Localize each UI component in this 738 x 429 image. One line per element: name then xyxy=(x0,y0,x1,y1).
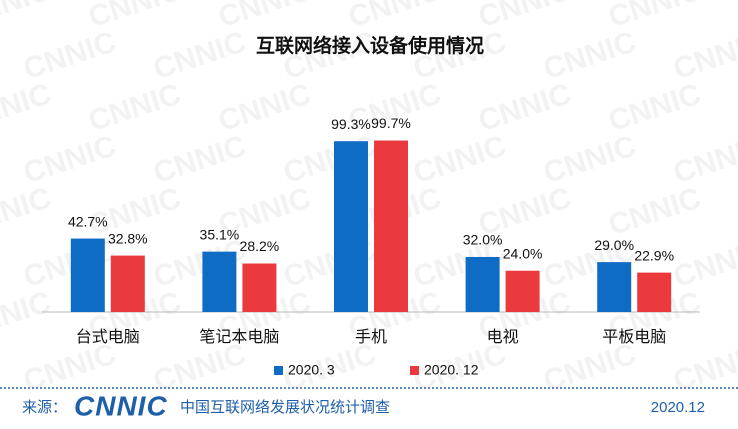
watermark: CNNIC xyxy=(734,285,738,346)
value-label: 24.0% xyxy=(503,245,543,261)
watermark: CNNIC xyxy=(19,337,120,398)
bar xyxy=(465,256,500,312)
bar xyxy=(242,263,277,312)
watermark: CNNIC xyxy=(539,25,640,86)
x-tick-label: 平板电脑 xyxy=(602,328,666,346)
value-label: 29.0% xyxy=(594,237,634,253)
watermark: CNNIC xyxy=(149,25,250,86)
watermark: CNNIC xyxy=(214,77,315,138)
value-label: 32.8% xyxy=(108,230,148,246)
watermark: CNNIC xyxy=(734,0,738,34)
watermark: CNNIC xyxy=(474,77,575,138)
watermark: CNNIC xyxy=(669,129,738,190)
watermark: CNNIC xyxy=(734,181,738,242)
watermark: CNNIC xyxy=(539,337,640,398)
watermark: CNNIC xyxy=(409,129,510,190)
bar xyxy=(637,272,672,312)
watermark: CNNIC xyxy=(0,77,55,138)
chart-title: 互联网络接入设备使用情况 xyxy=(256,34,484,57)
watermark: CNNIC xyxy=(669,233,738,294)
watermark: CNNIC xyxy=(84,77,185,138)
watermark: CNNIC xyxy=(19,129,120,190)
value-label: 28.2% xyxy=(240,238,280,254)
x-tick-label: 笔记本电脑 xyxy=(199,328,279,346)
legend-label: 2020. 3 xyxy=(288,362,335,378)
bar xyxy=(597,262,632,312)
legend-swatch xyxy=(410,366,419,375)
watermark: CNNIC xyxy=(149,337,250,398)
bar xyxy=(334,141,368,312)
watermark: CNNIC xyxy=(0,285,55,346)
bar xyxy=(110,255,145,312)
bar xyxy=(70,238,105,312)
x-tick-label: 电视 xyxy=(487,328,519,346)
x-tick-label: 手机 xyxy=(355,328,387,346)
watermark: CNNIC xyxy=(149,129,250,190)
legend-label: 2020. 12 xyxy=(424,362,479,378)
watermark: CNNIC xyxy=(604,181,705,242)
footer-source-label: 来源： xyxy=(22,399,67,416)
footer-logo: CNNIC xyxy=(74,390,168,421)
value-label: 35.1% xyxy=(200,226,240,242)
x-tick-label: 台式电脑 xyxy=(76,328,140,346)
value-label: 99.3% xyxy=(331,116,371,132)
value-label: 99.7% xyxy=(371,115,411,131)
bar xyxy=(505,270,540,312)
value-label: 22.9% xyxy=(634,247,674,263)
watermark: CNNIC xyxy=(669,25,738,86)
watermark: CNNIC xyxy=(19,25,120,86)
footer-survey: 中国互联网络发展状况统计调查 xyxy=(180,399,390,416)
legend-swatch xyxy=(274,366,283,375)
footer-date: 2020.12 xyxy=(651,399,705,416)
bar xyxy=(202,251,237,312)
watermark: CNNIC xyxy=(0,0,55,34)
watermark: CNNIC xyxy=(604,77,705,138)
bar xyxy=(374,140,408,312)
watermark: CNNIC xyxy=(669,337,738,398)
value-label: 42.7% xyxy=(68,213,108,229)
value-label: 32.0% xyxy=(463,232,503,248)
watermark: CNNIC xyxy=(734,77,738,138)
watermark: CNNIC xyxy=(0,181,55,242)
watermark: CNNIC xyxy=(19,233,120,294)
watermark: CNNIC xyxy=(539,129,640,190)
